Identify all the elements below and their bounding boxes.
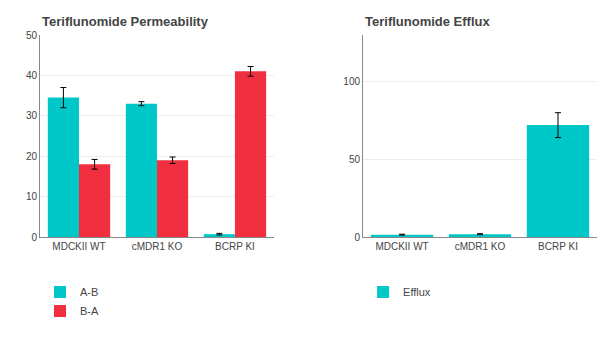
svg-text:BCRP KI: BCRP KI	[215, 241, 255, 252]
svg-text:cMDR1 KO: cMDR1 KO	[455, 241, 506, 252]
svg-text:Teriflunomide Permeability: Teriflunomide Permeability	[42, 14, 209, 29]
svg-text:40: 40	[26, 70, 38, 81]
svg-text:Teriflunomide Efflux: Teriflunomide Efflux	[365, 14, 490, 29]
svg-text:0: 0	[354, 232, 360, 243]
svg-text:0: 0	[31, 232, 37, 243]
svg-text:30: 30	[26, 110, 38, 121]
svg-text:BCRP KI: BCRP KI	[538, 241, 578, 252]
svg-text:Efflux: Efflux	[403, 286, 431, 298]
svg-text:MDCKII WT: MDCKII WT	[375, 241, 428, 252]
svg-text:MDCKII WT: MDCKII WT	[52, 241, 105, 252]
svg-text:A-B: A-B	[80, 286, 98, 298]
svg-text:cMDR1 KO: cMDR1 KO	[132, 241, 183, 252]
svg-text:B-A: B-A	[80, 305, 99, 317]
svg-text:100: 100	[343, 76, 360, 87]
svg-text:20: 20	[26, 151, 38, 162]
svg-text:10: 10	[26, 191, 38, 202]
svg-text:50: 50	[349, 154, 361, 165]
svg-text:50: 50	[26, 30, 38, 41]
